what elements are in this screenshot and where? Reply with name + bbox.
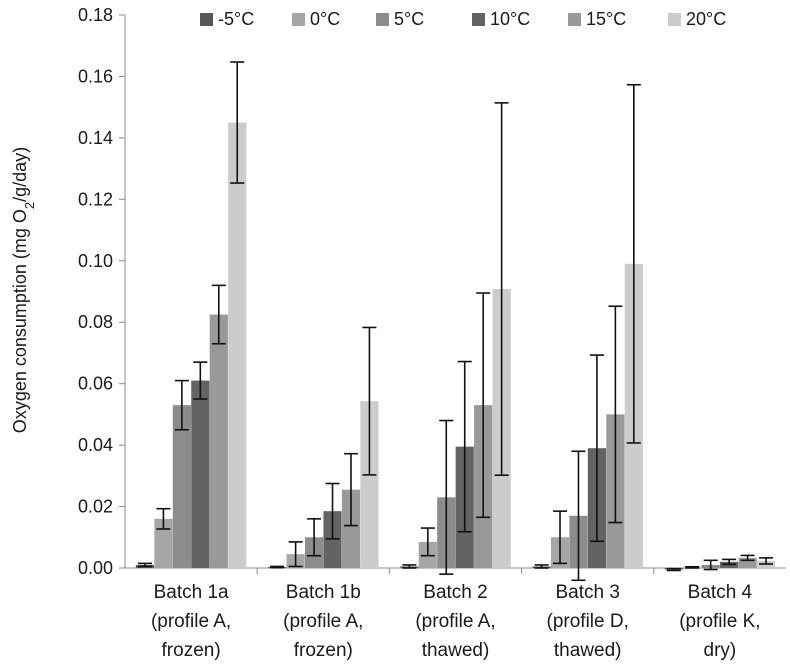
- y-tick-label: 0.06: [78, 374, 113, 394]
- legend-label: 10°C: [490, 9, 530, 29]
- legend-swatch: [292, 13, 305, 26]
- legend-label: 0°C: [310, 9, 340, 29]
- x-category-label: thawed): [554, 640, 622, 661]
- x-category-label: Batch 2: [423, 582, 487, 603]
- x-category-label: Batch 1a: [154, 582, 229, 603]
- bar: [738, 557, 757, 568]
- y-tick-label: 0.08: [78, 312, 113, 332]
- y-axis-title-suffix: /g/day): [10, 147, 30, 202]
- legend-swatch: [200, 13, 213, 26]
- legend-label: 15°C: [586, 9, 626, 29]
- y-tick-label: 0.12: [78, 189, 113, 209]
- x-category-label: (profile D,: [547, 611, 629, 632]
- y-axis-title-subscript: 2: [22, 202, 37, 209]
- bar: [360, 401, 379, 568]
- legend-swatch: [668, 13, 681, 26]
- bars: [135, 122, 776, 570]
- legend-swatch: [472, 13, 485, 26]
- y-axis-title: Oxygen consumption (mg O2/g/day): [10, 147, 37, 433]
- error-bars: [137, 61, 774, 582]
- bar: [191, 380, 210, 568]
- x-category-label: Batch 4: [688, 582, 753, 603]
- legend-swatch: [568, 13, 581, 26]
- legend-label: 20°C: [686, 9, 726, 29]
- bar: [209, 314, 228, 568]
- x-category-label: Batch 3: [555, 582, 619, 603]
- y-tick-label: 0.02: [78, 497, 113, 517]
- legend-label: -5°C: [218, 9, 254, 29]
- x-category-label: frozen): [294, 640, 353, 661]
- x-category-label: thawed): [422, 640, 490, 661]
- legend: -5°C 0°C 5°C 10°C 15°C 20°C: [200, 9, 726, 29]
- x-category-label: (profile A,: [415, 611, 495, 632]
- legend-label: 5°C: [394, 9, 424, 29]
- y-tick-label: 0.00: [78, 558, 113, 578]
- y-axis-title-prefix: Oxygen consumption (mg O: [10, 209, 30, 433]
- y-tick-label: 0.04: [78, 435, 113, 455]
- x-category-label: (profile K,: [679, 611, 760, 632]
- y-tick-label: 0.18: [78, 5, 113, 25]
- x-category-label: (profile A,: [151, 611, 231, 632]
- bar: [228, 122, 247, 569]
- y-tick-label: 0.16: [78, 66, 113, 86]
- axes: 0.00 0.02 0.04 0.06 0.08 0.10 0.12 0.14 0.16 0.18…: [78, 5, 786, 661]
- bar: [172, 405, 191, 568]
- legend-swatch: [376, 13, 389, 26]
- bar: [154, 518, 173, 568]
- x-category-label: frozen): [162, 640, 221, 661]
- bar: [341, 489, 361, 568]
- x-category-label: dry): [704, 640, 737, 661]
- y-tick-label: 0.10: [78, 251, 113, 271]
- x-category-label: (profile A,: [283, 611, 363, 632]
- y-tick-label: 0.14: [78, 128, 113, 148]
- x-category-label: Batch 1b: [286, 582, 361, 603]
